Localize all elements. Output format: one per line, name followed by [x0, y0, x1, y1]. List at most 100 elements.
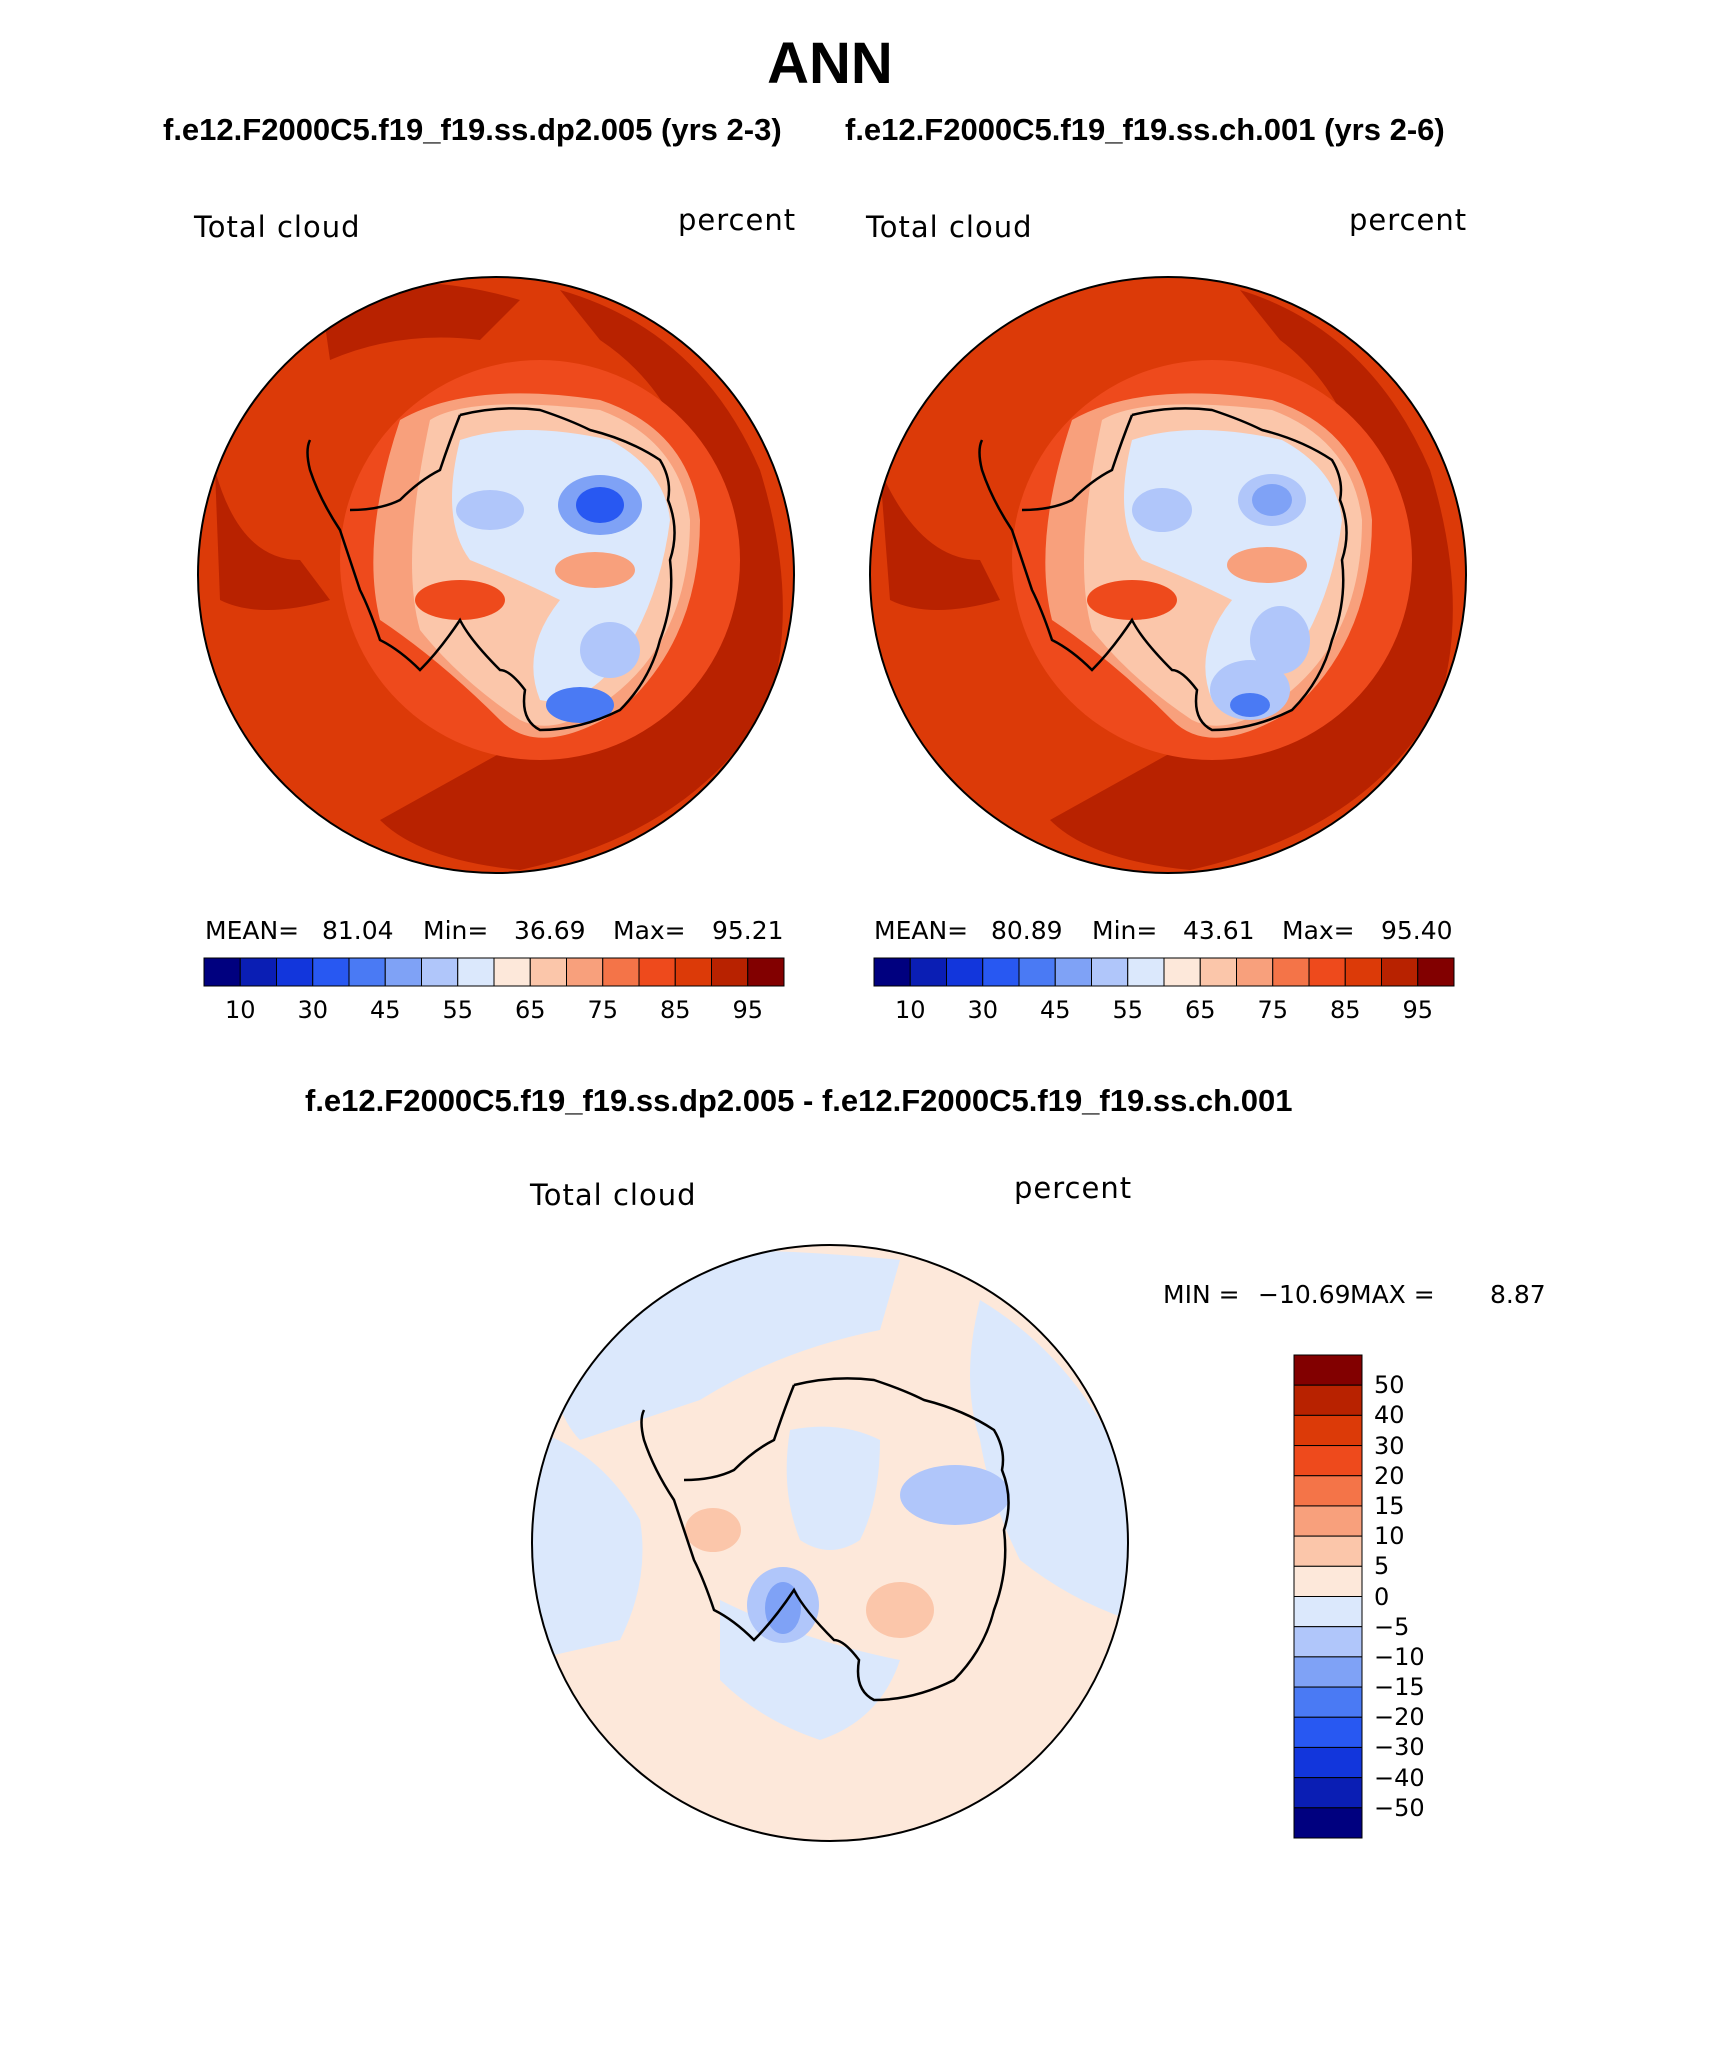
- panel1-low-mid: [580, 622, 640, 678]
- diff-neg-ross: [900, 1465, 1010, 1525]
- panel2-low-mid: [1250, 606, 1310, 674]
- panel2-colorbar-box-0: [873, 957, 911, 987]
- diff-colorbar-box-6: [1293, 1626, 1363, 1658]
- panel2-colorbar-box-14: [1381, 957, 1419, 987]
- diff-colorbar-box-14: [1293, 1384, 1363, 1416]
- panel2-low-central: [1132, 488, 1192, 532]
- figure-title: ANN: [767, 31, 893, 96]
- panel2-colorbar-box-5: [1054, 957, 1092, 987]
- panel2-colorbar-box-11: [1272, 957, 1310, 987]
- panel1-colorbar-box-15: [747, 957, 785, 987]
- diff-max-value: 8.87: [1490, 1280, 1546, 1309]
- panel2-colorbar: [873, 957, 1455, 987]
- right-case-title: f.e12.F2000C5.f19_f19.ss.ch.001 (yrs 2-6…: [845, 112, 1445, 147]
- panel1-variable-label: Total cloud: [194, 210, 361, 244]
- diff-colorbar-box-0: [1293, 1807, 1363, 1839]
- panel1-colorbar-tick-label: 55: [442, 996, 474, 1024]
- panel2-colorbar-tick-label: 85: [1329, 996, 1361, 1024]
- panel2-colorbar-tick-label: 10: [894, 996, 926, 1024]
- diff-variable-label: Total cloud: [530, 1178, 697, 1212]
- panel1-high-peninsula: [415, 580, 505, 620]
- panel2-colorbar-box-12: [1308, 957, 1346, 987]
- panel1-map: [198, 277, 794, 873]
- panel2-colorbar-tick-label: 65: [1184, 996, 1216, 1024]
- diff-colorbar-tick-label: 50: [1374, 1371, 1405, 1400]
- panel1-units-label: percent: [678, 203, 797, 237]
- diff-neg-center: [786, 1426, 880, 1550]
- panel1-colorbar-box-7: [457, 957, 495, 987]
- panel1-colorbar-tick-label: 75: [587, 996, 619, 1024]
- panel1-colorbar-box-11: [602, 957, 640, 987]
- panel2-low-south-core: [1230, 693, 1270, 717]
- diff-colorbar-tick-label: −5: [1374, 1612, 1410, 1641]
- diff-units-label: percent: [1014, 1171, 1133, 1205]
- panel1-colorbar-box-1: [239, 957, 277, 987]
- panel1-colorbar-box-10: [566, 957, 604, 987]
- panel2-min-label: Min=: [1092, 916, 1158, 945]
- diff-map-border: [531, 1244, 1129, 1842]
- left-case-title: f.e12.F2000C5.f19_f19.ss.dp2.005 (yrs 2-…: [163, 112, 782, 147]
- panel1-mean-label: MEAN=: [205, 916, 300, 945]
- panel2-colorbar-box-2: [946, 957, 984, 987]
- panel1-low-south: [546, 687, 614, 723]
- panel1-max-value: 95.21: [712, 916, 784, 945]
- panel1-colorbar: [203, 957, 785, 987]
- diff-colorbar-box-4: [1293, 1686, 1363, 1718]
- panel2-colorbar-box-7: [1127, 957, 1165, 987]
- panel2-colorbar-tick-label: 95: [1402, 996, 1434, 1024]
- diff-colorbar-tick-label: −10: [1374, 1642, 1425, 1671]
- panel2-colorbar-box-8: [1163, 957, 1201, 987]
- panel2-mean-value: 80.89: [991, 916, 1063, 945]
- diff-neg-weddell-core: [765, 1582, 801, 1634]
- diff-colorbar-box-8: [1293, 1565, 1363, 1597]
- diff-colorbar-tick-label: 5: [1374, 1552, 1390, 1581]
- panel2-colorbar-box-13: [1344, 957, 1382, 987]
- panel1-colorbar-tick-label: 30: [297, 996, 329, 1024]
- panel2-band-dark-west: [880, 470, 1000, 610]
- panel1-mean-value: 81.04: [322, 916, 394, 945]
- diff-colorbar-tick-label: 0: [1374, 1582, 1390, 1611]
- diff-colorbar-box-11: [1293, 1475, 1363, 1507]
- diff-neg-east: [970, 1300, 1128, 1620]
- panel1-colorbar-box-13: [674, 957, 712, 987]
- panel2-low-east-core: [1252, 484, 1292, 516]
- diff-colorbar-tick-label: −50: [1374, 1793, 1425, 1822]
- diff-colorbar-box-12: [1293, 1445, 1363, 1477]
- panel1-map-border: [197, 276, 795, 874]
- panel2-colorbar-box-3: [982, 957, 1020, 987]
- panel1-low-east-core: [576, 487, 624, 523]
- panel1-colorbar-box-0: [203, 957, 241, 987]
- panel1-colorbar-box-12: [638, 957, 676, 987]
- panel1-colorbar-box-2: [276, 957, 314, 987]
- diff-map: [532, 1245, 1128, 1841]
- panel1-colorbar-tick-label: 95: [732, 996, 764, 1024]
- panel1-colorbar-box-14: [711, 957, 749, 987]
- diff-colorbar-tick-label: 15: [1374, 1491, 1405, 1520]
- diff-colorbar-tick-label: −30: [1374, 1733, 1425, 1762]
- diff-colorbar-tick-label: 40: [1374, 1401, 1405, 1430]
- panel2-colorbar-box-6: [1091, 957, 1129, 987]
- panel1-low-central: [456, 490, 524, 530]
- diff-colorbar-box-13: [1293, 1414, 1363, 1447]
- panel2-max-label: Max=: [1282, 916, 1355, 945]
- panel1-colorbar-box-3: [312, 957, 350, 987]
- panel2-map: [870, 277, 1466, 873]
- diff-colorbar-box-10: [1293, 1505, 1363, 1537]
- panel1-colorbar-tick-label: 10: [224, 996, 256, 1024]
- diff-coastline: [640, 1377, 1010, 1702]
- diff-pos-east: [866, 1582, 934, 1638]
- diff-colorbar-box-1: [1293, 1777, 1363, 1809]
- panel1-colorbar-box-4: [348, 957, 386, 987]
- panel2-colorbar-box-15: [1417, 957, 1455, 987]
- diff-colorbar: [1293, 1354, 1363, 1839]
- diff-neg-west: [532, 1430, 643, 1660]
- panel2-mean-label: MEAN=: [874, 916, 969, 945]
- panel1-min-value: 36.69: [514, 916, 586, 945]
- panel2-min-value: 43.61: [1183, 916, 1255, 945]
- panel1-coastline: [306, 407, 676, 732]
- diff-colorbar-tick-label: −20: [1374, 1703, 1425, 1732]
- diff-colorbar-box-15: [1293, 1354, 1363, 1386]
- panel2-map-border: [869, 276, 1467, 874]
- panel1-band-dark-west: [215, 470, 330, 610]
